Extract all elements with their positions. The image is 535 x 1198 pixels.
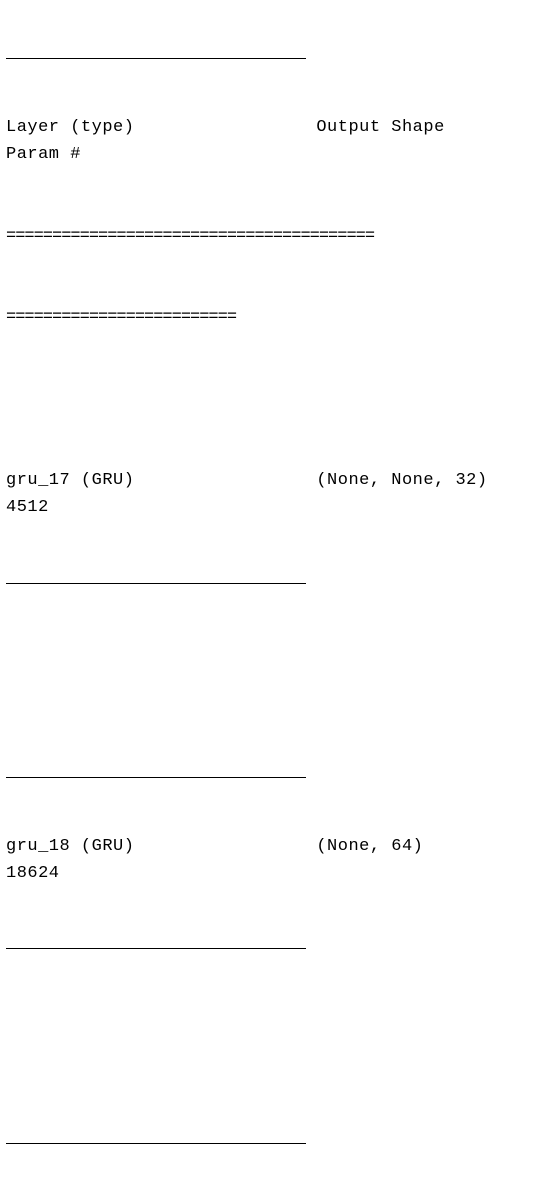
header-row: Layer (type) Output Shape Param # [6, 114, 529, 168]
double-rule-top: ======================================== [6, 223, 529, 250]
layer-row: dense_7 (Dense) (None, 1) 65 [6, 1088, 529, 1198]
double-rule-top-cont: ========================= [6, 304, 529, 331]
layer-params: 18624 [6, 864, 60, 883]
header-layer: Layer (type) [6, 118, 134, 137]
layer-name: gru_18 (GRU) [6, 837, 134, 856]
row-rule-top [6, 1143, 306, 1144]
header-output: Output Shape [316, 118, 444, 137]
layer-row: gru_17 (GRU) (None, None, 32) 4512 [6, 413, 529, 639]
row-rule-top [6, 777, 306, 778]
layer-params: 4512 [6, 498, 49, 517]
layer-output: (None, 64) [316, 837, 423, 856]
row-rule [6, 576, 306, 584]
model-summary: Layer (type) Output Shape Param # ======… [6, 4, 529, 1198]
layer-output: (None, None, 32) [316, 471, 487, 490]
layer-name: gru_17 (GRU) [6, 471, 134, 490]
top-rule [6, 58, 306, 59]
row-rule [6, 941, 306, 949]
layer-row: gru_18 (GRU) (None, 64) 18624 [6, 723, 529, 1004]
header-param: Param # [6, 145, 81, 164]
